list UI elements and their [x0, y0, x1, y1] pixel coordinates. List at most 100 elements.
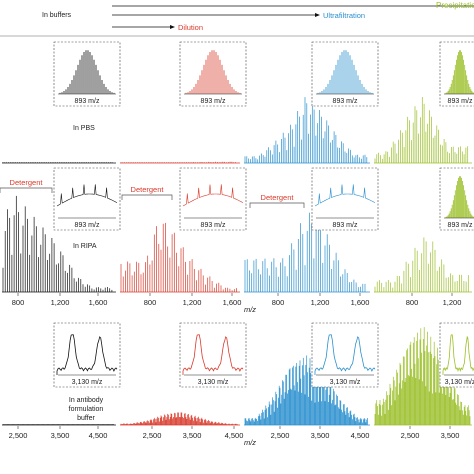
axis-ripa-ticklabel: 800 — [12, 298, 25, 307]
axis-ripa-ticklabel: 1,600 — [223, 298, 242, 307]
spectrum-row1-col4 — [374, 97, 472, 164]
detergent-raw-label: Detergent — [10, 178, 44, 187]
inset-pbs-raw-peaks — [59, 50, 115, 94]
detergent-ultrafiltration: Detergent — [249, 193, 305, 208]
spectrum-row3-col3 — [244, 355, 370, 426]
step-precipitation: Precipitation — [436, 1, 474, 10]
insets-layer: 893 m/z 893 m/z 893 m/z 893 m/z 893 m/z 893 m… — [53, 41, 474, 388]
inset-ab-precipitation-label: 3,130 m/z — [445, 379, 474, 386]
axis-antibody-ticklabel: 4,500 — [89, 431, 108, 440]
spectrum-row3-col4 — [374, 327, 472, 426]
axis-antibody-ticklabel: 3,500 — [51, 431, 70, 440]
spectrum-row1-col1 — [2, 162, 116, 164]
inset-pbs-ultrafiltration-peaks — [317, 50, 373, 94]
inset-ripa-ultrafiltration: 893 m/z — [311, 167, 379, 231]
axis-ripa-ticklabel: 1,200 — [311, 298, 330, 307]
inset-ripa-dilution: 893 m/z — [179, 167, 247, 231]
label-ripa: In RIPA — [73, 243, 97, 250]
inset-ab-raw: 3,130 m/z — [53, 322, 121, 388]
inset-ab-dilution-doublet — [182, 334, 244, 375]
spectrum-row2-col2 — [120, 222, 240, 293]
inset-pbs-ultrafiltration: 893 m/z — [311, 41, 379, 107]
label-antibody-3: buffer — [77, 415, 95, 422]
inset-ripa-raw: 893 m/z — [53, 167, 121, 231]
inset-ripa-dilution-noise — [182, 184, 244, 207]
inset-pbs-precipitation-label: 893 m/z — [448, 98, 473, 105]
inset-ripa-dilution-label: 893 m/z — [201, 222, 226, 229]
spectrum-row2-col3 — [244, 212, 370, 293]
inset-ab-raw-frame — [53, 322, 121, 388]
label-pbs: In PBS — [73, 125, 95, 132]
detergent-dilution-label: Detergent — [131, 185, 165, 194]
inset-pbs-ultrafiltration-frame — [311, 41, 379, 107]
axis-ripa-ticklabel: 1,200 — [51, 298, 70, 307]
spectrum-row3-col2-peaks — [120, 412, 239, 425]
inset-ab-dilution-label: 3,130 m/z — [198, 379, 229, 386]
axis-ripa-ticklabel: 1,200 — [443, 298, 462, 307]
spectrum-row3-col2 — [120, 412, 240, 426]
spectrum-row2-col1 — [2, 195, 116, 293]
spectrum-row2-col4 — [374, 237, 472, 293]
axis-ripa-ticklabel: 1,600 — [89, 298, 108, 307]
inset-ab-ultrafiltration-doublet — [314, 334, 376, 375]
axis-ripa-ticklabel: 800 — [144, 298, 157, 307]
inset-pbs-ultrafiltration-label: 893 m/z — [333, 98, 358, 105]
spectrum-row2-col1-peaks — [2, 195, 113, 292]
spectrum-row2-col3-peaks — [244, 212, 366, 292]
inset-ab-ultrafiltration: 3,130 m/z — [311, 322, 379, 388]
spectrum-row1-col2 — [120, 161, 240, 164]
detergent-markers: Detergent Detergent Detergent — [0, 178, 305, 208]
axis-antibody-ticklabel: 2,500 — [401, 431, 420, 440]
axis-ripa-ticklabel: 1,200 — [183, 298, 202, 307]
inset-ab-ultrafiltration-label: 3,130 m/z — [330, 379, 361, 386]
spectrum-row3-col3-peaks — [244, 355, 368, 425]
spectrum-row3-col4-peaks — [374, 327, 471, 425]
inset-pbs-dilution-label: 893 m/z — [201, 98, 226, 105]
spectrum-row1-col3-peaks — [244, 97, 368, 163]
inset-ripa-ultrafiltration-noise — [314, 184, 376, 207]
detergent-raw-bracket — [0, 187, 53, 193]
step-dilution: Dilution — [178, 23, 203, 32]
axis-antibody-ticklabel: 2,500 — [271, 431, 290, 440]
inset-ripa-ultrafiltration-label: 893 m/z — [333, 222, 358, 229]
detergent-dilution-bracket — [121, 194, 173, 200]
inset-ab-precipitation-frame — [439, 322, 474, 388]
axis-ripa-title: m/z — [244, 305, 256, 314]
inset-pbs-precipitation-peaks — [445, 50, 474, 94]
axis-antibody-ticklabel: 3,500 — [311, 431, 330, 440]
inset-pbs-dilution-frame — [179, 41, 247, 107]
axis-antibody-ticklabel: 4,500 — [351, 431, 370, 440]
inset-pbs-raw: 893 m/z — [53, 41, 121, 107]
axis-ripa-ticklabel: 800 — [272, 298, 285, 307]
inset-ab-precipitation: 3,130 m/z — [439, 322, 474, 388]
inset-ripa-precipitation-label: 893 m/z — [448, 222, 473, 229]
dilution-arrowhead — [170, 25, 175, 29]
inset-pbs-dilution: 893 m/z — [179, 41, 247, 107]
label-antibody-2: formulation — [69, 406, 104, 413]
inset-ripa-raw-label: 893 m/z — [75, 222, 100, 229]
spectrum-row1-col4-peaks — [374, 97, 469, 163]
axis-antibody-ticklabel: 3,500 — [183, 431, 202, 440]
axis-ripa-ticklabel: 800 — [406, 298, 419, 307]
axis-antibody: 2,500 3,500 4,500 2,500 3,500 4,500 2,500 3,500… — [9, 426, 460, 447]
inset-ab-dilution-frame — [179, 322, 247, 388]
spectrum-row1-col3 — [244, 97, 370, 164]
detergent-raw: Detergent — [0, 178, 53, 193]
label-antibody-1: In antibody — [69, 397, 104, 404]
inset-pbs-raw-frame — [53, 41, 121, 107]
inset-pbs-precipitation: 893 m/z — [439, 41, 474, 107]
axis-ripa: 800 1,200 1,600 800 1,200 1,600 800 1,200 1,600 8… — [12, 293, 462, 314]
axis-antibody-ticklabel: 2,500 — [143, 431, 162, 440]
inset-pbs-raw-label: 893 m/z — [75, 98, 100, 105]
inset-ripa-precipitation: 893 m/z — [439, 167, 474, 231]
axis-antibody-ticklabel: 3,500 — [441, 431, 460, 440]
step-ultrafiltration: Ultrafiltration — [323, 11, 365, 20]
detergent-ultrafiltration-bracket — [249, 202, 305, 208]
axes-layer: 800 1,200 1,600 800 1,200 1,600 800 1,200 1,600 8… — [9, 293, 462, 447]
inset-ripa-precipitation-peaks — [445, 176, 474, 218]
inset-ab-raw-label: 3,130 m/z — [72, 379, 103, 386]
inset-ab-dilution: 3,130 m/z — [179, 322, 247, 388]
inset-ripa-raw-noise — [56, 184, 118, 207]
detergent-ultrafiltration-label: Detergent — [261, 193, 295, 202]
